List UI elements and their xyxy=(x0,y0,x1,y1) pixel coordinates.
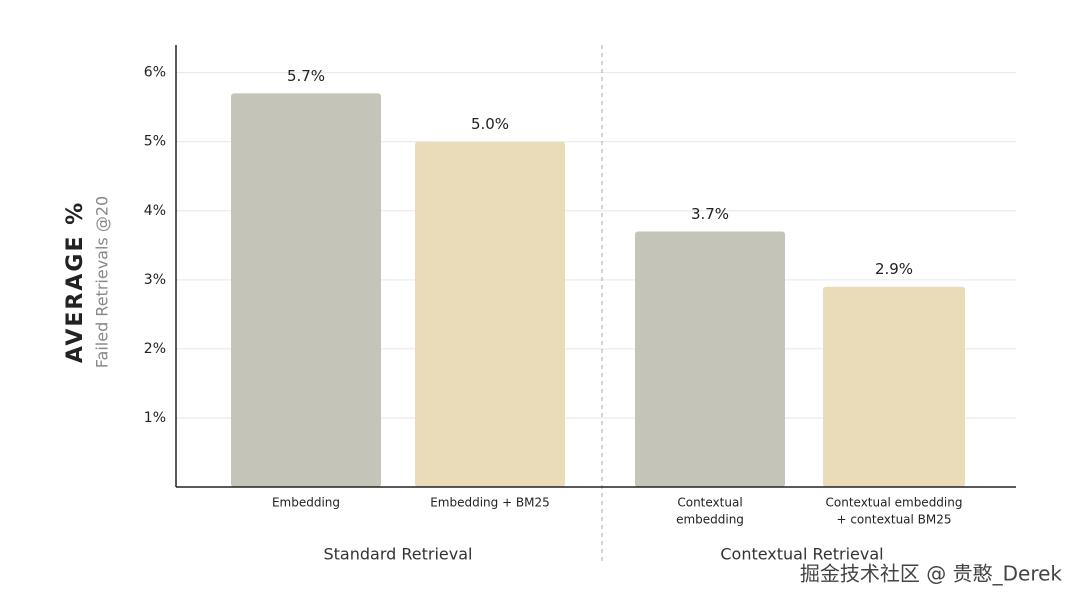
value-label: 5.7% xyxy=(287,67,325,85)
group-label: Contextual Retrieval xyxy=(720,545,883,564)
y-tick-label: 4% xyxy=(144,203,166,219)
x-tick-label: Embedding xyxy=(272,496,340,510)
y-subtitle: Failed Retrievals @20 xyxy=(93,196,112,368)
watermark: 掘金技术社区 @ 贵憨_Derek xyxy=(800,562,1063,586)
y-title: AVERAGE % xyxy=(63,201,88,363)
y-tick-label: 1% xyxy=(144,410,166,426)
value-label: 3.7% xyxy=(691,205,729,223)
group-label: Standard Retrieval xyxy=(324,545,473,564)
y-tick-label: 2% xyxy=(144,341,166,357)
y-tick-label: 3% xyxy=(144,272,166,288)
x-tick-label: + contextual BM25 xyxy=(836,513,951,527)
bar xyxy=(635,231,785,487)
value-label: 2.9% xyxy=(875,260,913,278)
value-label: 5.0% xyxy=(471,115,509,133)
x-tick-label: Contextual xyxy=(677,496,742,510)
y-tick-label: 5% xyxy=(144,134,166,150)
x-tick-label: embedding xyxy=(676,513,744,527)
bar xyxy=(231,93,381,487)
bar xyxy=(415,141,565,487)
x-tick-label: Embedding + BM25 xyxy=(430,496,550,510)
x-tick-label: Contextual embedding xyxy=(826,496,963,510)
y-tick-label: 6% xyxy=(144,65,166,81)
bar xyxy=(823,286,965,487)
